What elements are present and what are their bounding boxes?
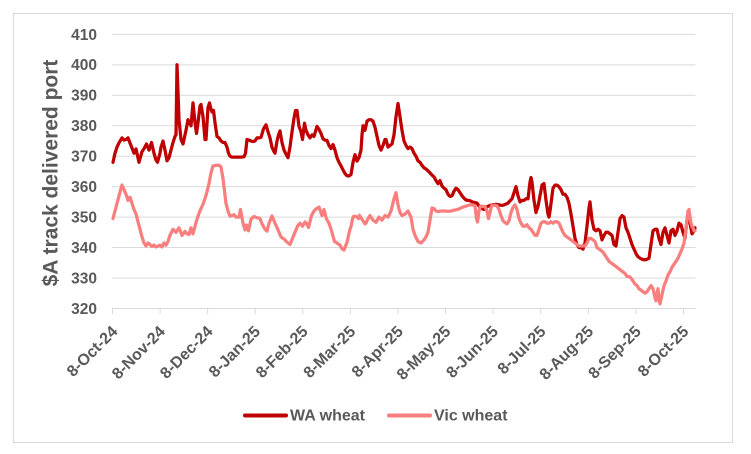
svg-text:WA wheat: WA wheat — [290, 407, 366, 424]
svg-text:390: 390 — [71, 88, 97, 105]
svg-text:340: 340 — [71, 240, 97, 257]
svg-text:Vic wheat: Vic wheat — [434, 407, 508, 424]
svg-text:400: 400 — [71, 57, 97, 74]
svg-text:350: 350 — [71, 210, 97, 227]
svg-text:330: 330 — [71, 270, 97, 287]
svg-text:320: 320 — [71, 301, 97, 318]
svg-text:410: 410 — [71, 27, 97, 44]
svg-text:$A track delivered port: $A track delivered port — [40, 60, 63, 287]
svg-text:370: 370 — [71, 149, 97, 166]
svg-text:380: 380 — [71, 118, 97, 135]
svg-text:360: 360 — [71, 179, 97, 196]
